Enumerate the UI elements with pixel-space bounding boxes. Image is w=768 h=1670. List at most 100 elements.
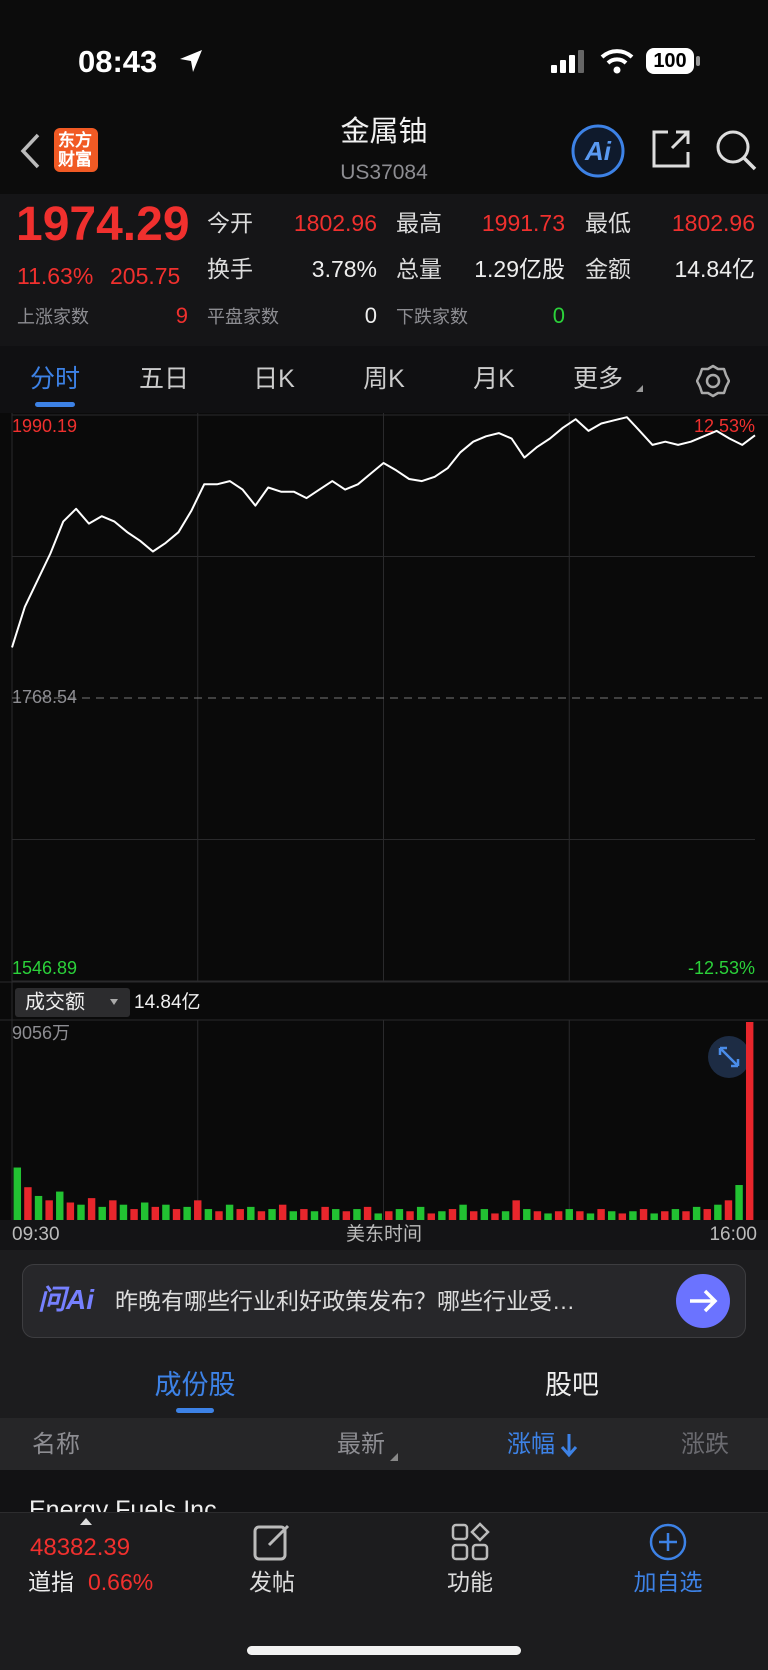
price-line [11,416,756,648]
breadth-value: 0 [552,303,565,328]
volume-bar [87,1198,96,1220]
field-value: 1802.96 [671,210,755,236]
volume-bar [692,1206,701,1220]
indicator-value: 14.84亿 [134,991,201,1013]
app-logo: 东方 财富 [54,128,98,172]
ai-send-button[interactable] [675,1273,731,1329]
field-label: 换手 [207,256,253,282]
volume-bar [289,1211,297,1220]
field-label: 最低 [585,210,631,236]
volume-bar [247,1206,255,1220]
field-label: 今开 [207,210,253,236]
volume-bar [119,1204,128,1220]
signal-icon [551,50,584,73]
y-tick-label: 1990.19 [12,416,77,436]
volume-bar [661,1211,669,1220]
column-header[interactable]: 名称 [32,1431,80,1458]
volume-bar [34,1195,43,1220]
section-tab[interactable]: 成份股 [154,1370,236,1400]
sort-indicator [390,1453,398,1461]
volume-bar [714,1204,722,1220]
volume-bar [183,1206,191,1220]
top-bg [0,0,768,194]
nav-label[interactable]: 发帖 [249,1569,295,1595]
dropdown-arrow [110,999,118,1005]
ai-button[interactable]: Ai [570,123,626,179]
share-button[interactable] [650,128,692,170]
y-tick-label: 1546.89 [12,958,77,978]
volume-bar [618,1213,627,1220]
volume-bar [576,1211,584,1220]
volume-bar [268,1209,276,1220]
volume-bar [682,1211,690,1220]
volume-bar [172,1209,181,1220]
period-tab[interactable]: 日K [253,365,295,393]
volume-bar [130,1209,138,1220]
logo-text: 财富 [58,150,92,169]
volume-bar [544,1213,552,1220]
ai-prompt-bar[interactable] [22,1264,746,1338]
stock-code-text: US37084 [340,161,428,184]
column-header[interactable]: 涨幅 [507,1431,555,1458]
y-tick-label: 9056万 [12,1023,70,1043]
nav-label[interactable]: 功能 [447,1569,493,1595]
volume-bar [140,1202,149,1220]
features-icon[interactable] [450,1522,490,1562]
volume-bar [448,1209,457,1220]
column-header[interactable]: 最新 [337,1431,385,1458]
search-button[interactable] [714,128,758,172]
volume-bar [385,1211,393,1220]
period-tab[interactable]: 周K [363,365,405,393]
volume-bar [56,1191,64,1220]
svg-text:Ai: Ai [584,136,612,166]
field-value: 1.29亿股 [474,256,565,282]
period-tab[interactable]: 分时 [29,365,81,393]
volume-bar [77,1204,85,1220]
logo-text: 东方 [58,131,92,150]
volume-bar [98,1206,106,1220]
ai-logo: 问Ai [38,1284,95,1315]
nav-label[interactable]: 加自选 [633,1569,703,1595]
expand-icon [718,1046,740,1068]
column-header[interactable]: 涨跌 [681,1431,729,1458]
volume-bar [639,1209,648,1220]
volume-bar [321,1206,329,1220]
section-tab-indicator [176,1408,214,1413]
period-tab[interactable]: 更多 [572,365,624,393]
period-tab[interactable]: 五日 [138,365,190,393]
change-amount: 205.75 [110,263,181,289]
field-value: 14.84亿 [674,256,755,282]
section-tab[interactable]: 股吧 [545,1370,599,1400]
breadth-label: 上涨家数 [17,307,89,327]
volume-bar [151,1206,160,1220]
add-watchlist-icon[interactable] [648,1522,688,1562]
x-tick-label: 09:30 [12,1224,60,1245]
tabs-bg [0,346,768,413]
volume-bar [236,1209,244,1220]
period-tab[interactable]: 月K [473,365,515,393]
volume-bar [554,1211,563,1220]
indicator-name: 成交额 [25,990,85,1013]
y2-tick-label: 12.53% [694,416,755,436]
volume-bar [512,1200,520,1220]
sort-desc-icon [560,1434,578,1458]
volume-bar [724,1200,733,1220]
x-tick-label: 16:00 [709,1224,757,1245]
breadth-value: 9 [175,303,188,328]
stock-title: 金属铀 [340,116,428,148]
index-value: 48382.39 [30,1534,131,1561]
indicator-selector[interactable] [15,988,130,1017]
section-tabs-bg [0,1353,768,1418]
battery: 100 [646,48,694,74]
settings-button[interactable] [696,364,730,398]
wifi-icon [600,49,634,74]
battery-tip [696,56,700,66]
volume-bar [194,1200,202,1220]
back-button[interactable] [18,132,42,170]
index-name: 道指 [28,1569,74,1595]
volume-bar [395,1209,404,1220]
volume-bar [257,1211,266,1220]
post-icon[interactable] [252,1522,292,1562]
volume-bar [470,1211,478,1220]
